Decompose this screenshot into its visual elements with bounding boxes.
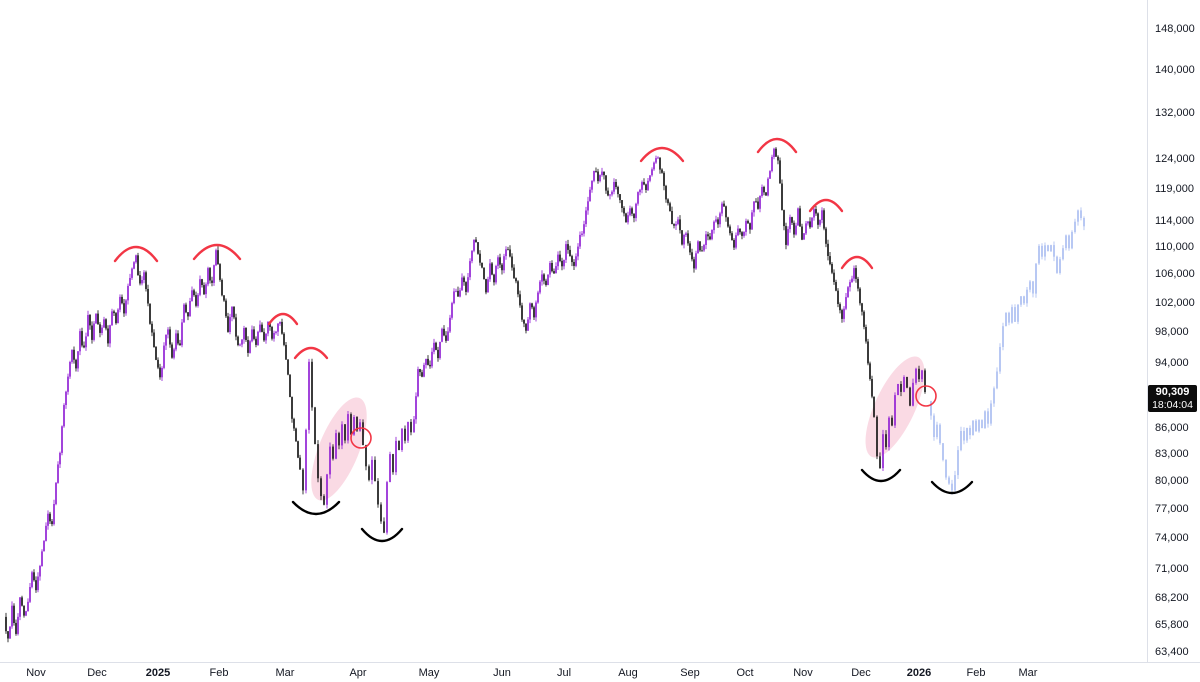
price-axis-label: 114,000 xyxy=(1155,214,1194,227)
price-axis-label: 74,000 xyxy=(1155,532,1189,545)
price-axis-label: 71,000 xyxy=(1155,562,1189,575)
price-axis-label: 83,000 xyxy=(1155,448,1189,461)
price-axis-label: 86,000 xyxy=(1155,421,1189,434)
price-axis-label: 102,000 xyxy=(1155,296,1195,309)
time-axis-month-label: Nov xyxy=(793,667,813,679)
time-axis-month-label: May xyxy=(418,667,440,679)
time-axis-month-label: Jun xyxy=(493,667,511,679)
time-axis-month-label: Aug xyxy=(618,667,638,679)
time-axis-month-label: Oct xyxy=(736,667,754,679)
price-axis-label: 68,200 xyxy=(1155,592,1189,605)
price-axis-label: 110,000 xyxy=(1155,241,1194,254)
price-axis-label: 148,000 xyxy=(1155,23,1195,35)
projection-candles xyxy=(930,207,1085,495)
price-axis-label: 124,000 xyxy=(1155,153,1195,166)
price-axis-label: 106,000 xyxy=(1155,268,1195,281)
time-axis-month-label: Dec xyxy=(851,667,871,679)
time-axis-year-label: 2025 xyxy=(145,667,171,679)
time-axis[interactable]: Nov Dec 2025 Feb Mar Apr May Jun Jul Aug Sep Oct Nov… xyxy=(0,662,1200,682)
bar-countdown: 18:04:04 xyxy=(1152,399,1193,412)
highlight-ellipse-drawings[interactable] xyxy=(300,349,937,508)
top-arc-drawings[interactable] xyxy=(113,137,874,360)
time-axis-month-label: Sep xyxy=(680,667,700,679)
time-axis-month-label: Mar xyxy=(275,667,295,679)
candlestick-chart-canvas[interactable] xyxy=(0,0,1147,662)
price-axis-label: 119,000 xyxy=(1155,183,1194,196)
circle-drawings[interactable] xyxy=(350,385,937,449)
price-axis-label: 132,000 xyxy=(1155,107,1195,120)
price-axis-label: 94,000 xyxy=(1155,356,1189,369)
price-axis-label: 140,000 xyxy=(1155,63,1195,76)
price-axis[interactable]: 148,000 140,000 132,000 124,000 119,000 114,0… xyxy=(1147,0,1200,662)
time-axis-month-label: Mar xyxy=(1018,667,1038,679)
price-axis-label: 80,000 xyxy=(1155,475,1189,488)
price-axis-label: 65,800 xyxy=(1155,618,1189,631)
time-axis-month-label: Nov xyxy=(26,667,46,679)
last-price-badge: 90,309 18:04:04 xyxy=(1148,385,1197,413)
last-price-value: 90,309 xyxy=(1155,386,1190,399)
time-axis-month-label: Jul xyxy=(556,667,572,679)
history-candles xyxy=(5,147,926,643)
bottom-arc-drawings[interactable] xyxy=(291,468,974,543)
time-axis-month-label: Apr xyxy=(349,667,367,679)
time-axis-month-label: Feb xyxy=(966,667,986,679)
time-axis-month-label: Dec xyxy=(87,667,107,679)
price-axis-label: 63,400 xyxy=(1155,646,1189,658)
time-axis-month-label: Feb xyxy=(209,667,229,679)
price-axis-label: 77,000 xyxy=(1155,503,1189,516)
time-axis-year-label: 2026 xyxy=(906,667,932,679)
price-axis-label: 98,000 xyxy=(1155,325,1189,338)
